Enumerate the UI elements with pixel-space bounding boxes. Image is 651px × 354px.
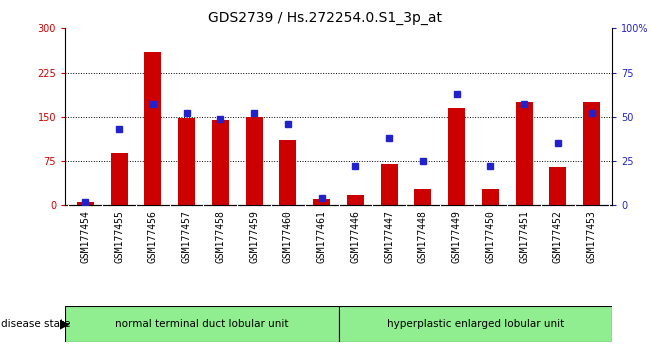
Bar (178, 118, 195, 205)
Bar (347, 195, 364, 205)
Text: hyperplastic enlarged lobular unit: hyperplastic enlarged lobular unit (387, 319, 564, 329)
Text: GSM177452: GSM177452 (553, 210, 563, 263)
Text: normal terminal duct lobular unit: normal terminal duct lobular unit (115, 319, 288, 329)
Text: GSM177454: GSM177454 (80, 210, 90, 263)
Text: GSM177459: GSM177459 (249, 210, 259, 263)
Bar (583, 102, 600, 205)
Text: GSM177460: GSM177460 (283, 210, 293, 263)
Bar (111, 153, 128, 205)
Text: GSM177448: GSM177448 (418, 210, 428, 263)
Bar (339, 306, 612, 342)
Text: GSM177461: GSM177461 (316, 210, 327, 263)
Text: GSM177455: GSM177455 (114, 210, 124, 263)
Text: GSM177447: GSM177447 (384, 210, 394, 263)
Text: GSM177451: GSM177451 (519, 210, 529, 263)
Text: ▶: ▶ (60, 318, 70, 330)
Text: GSM177456: GSM177456 (148, 210, 158, 263)
Bar (449, 108, 465, 205)
Bar (212, 120, 229, 205)
Bar (549, 167, 566, 205)
Text: GDS2739 / Hs.272254.0.S1_3p_at: GDS2739 / Hs.272254.0.S1_3p_at (208, 11, 443, 25)
Text: GSM177453: GSM177453 (587, 210, 597, 263)
Text: GSM177458: GSM177458 (215, 210, 225, 263)
Bar (145, 52, 161, 205)
Bar (415, 189, 432, 205)
Bar (516, 102, 533, 205)
Text: GSM177449: GSM177449 (452, 210, 462, 263)
Bar (313, 199, 330, 205)
Text: GSM177457: GSM177457 (182, 210, 191, 263)
Bar (245, 117, 262, 205)
Text: GSM177446: GSM177446 (350, 210, 361, 263)
Bar (77, 202, 94, 205)
Text: GSM177450: GSM177450 (486, 210, 495, 263)
Text: disease state: disease state (1, 319, 70, 329)
Bar (65, 306, 339, 342)
Bar (279, 141, 296, 205)
Bar (381, 164, 398, 205)
Bar (482, 189, 499, 205)
